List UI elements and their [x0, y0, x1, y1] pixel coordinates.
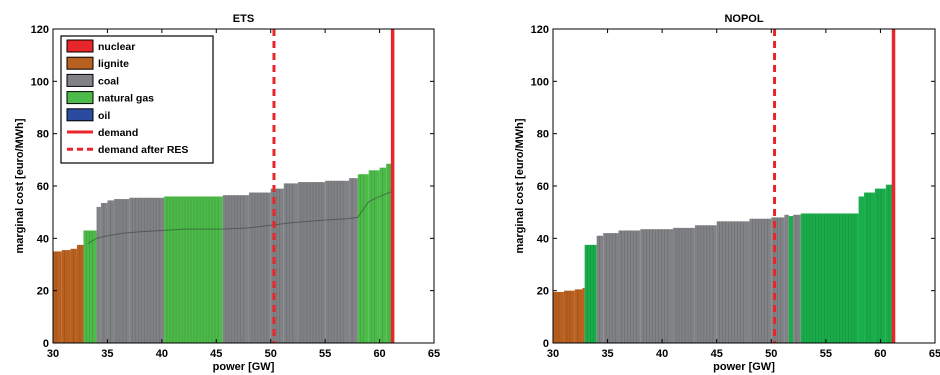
y-tick-label: 40 — [37, 233, 49, 245]
bar-natural-gas — [788, 216, 794, 343]
y-tick-label: 120 — [531, 24, 549, 36]
x-tick-label: 60 — [373, 348, 385, 360]
bar-natural-gas — [800, 213, 859, 343]
bar-lignite — [61, 250, 71, 343]
legend-label: demand — [98, 127, 138, 139]
legend: nuclear lignite coal natural gas oil demand de… — [60, 35, 214, 164]
bar-lignite — [53, 251, 62, 343]
bar-natural-gas — [379, 167, 387, 343]
x-tick-label: 40 — [656, 348, 668, 360]
bar-coal — [784, 214, 789, 343]
x-tick-label: 45 — [711, 348, 723, 360]
bar-coal — [129, 197, 165, 343]
chart-nopol: 30 35 40 45 50 55 60 65 0 20 40 60 80 100 120 NOPOL powe… — [514, 13, 940, 373]
legend-swatch-nuclear — [66, 39, 94, 53]
bar-coal — [222, 195, 249, 343]
x-tick-label: 65 — [428, 348, 440, 360]
bar-lignite — [582, 288, 585, 343]
legend-swatch-oil — [66, 108, 94, 122]
y-tick-label: 0 — [43, 338, 49, 350]
chart-ets: 30 35 40 45 50 55 60 65 0 20 40 60 80 100 120 ETS power … — [14, 13, 440, 373]
legend-label: coal — [98, 75, 119, 87]
chart-title: NOPOL — [724, 13, 763, 25]
bar-coal — [640, 229, 674, 343]
bar-lignite — [574, 289, 583, 343]
bar-lignite — [70, 248, 77, 343]
y-tick-label: 100 — [31, 76, 49, 88]
bar-natural-gas — [83, 230, 97, 343]
y-tick-label: 20 — [37, 286, 49, 298]
x-tick-label: 50 — [765, 348, 777, 360]
y-tick-label: 60 — [37, 181, 49, 193]
legend-label: demand after RES — [98, 144, 188, 156]
bar-lignite — [563, 290, 575, 343]
bar-coal — [673, 227, 695, 343]
legend-label: lignite — [98, 58, 129, 70]
bar-coal — [100, 203, 108, 343]
bar-coal — [113, 199, 130, 343]
y-tick-label: 40 — [537, 233, 549, 245]
y-tick-label: 60 — [537, 181, 549, 193]
x-tick-label: 55 — [319, 348, 331, 360]
bar-coal — [349, 178, 358, 343]
bar-coal — [596, 235, 604, 343]
y-axis-label: marginal cost [euro/MWh] — [514, 118, 526, 253]
bar-coal — [603, 233, 619, 343]
bar-natural-gas — [357, 174, 369, 343]
bar-lignite — [76, 244, 84, 343]
x-axis-label: power [GW] — [213, 361, 275, 373]
bar-natural-gas — [858, 196, 865, 343]
bar-natural-gas — [386, 163, 393, 343]
bar-natural-gas — [368, 170, 380, 343]
legend-label: natural gas — [98, 93, 154, 105]
y-axis-label: marginal cost [euro/MWh] — [14, 118, 26, 253]
x-tick-label: 60 — [874, 348, 886, 360]
x-tick-label: 35 — [601, 348, 613, 360]
x-tick-label: 50 — [265, 348, 277, 360]
bar-coal — [325, 180, 350, 343]
bar-coal — [297, 182, 326, 343]
x-axis-label: power [GW] — [713, 361, 775, 373]
bar-natural-gas — [164, 196, 223, 343]
bar-natural-gas — [874, 188, 886, 343]
x-tick-label: 40 — [156, 348, 168, 360]
legend-swatch-natural-gas — [66, 91, 94, 105]
bar-lignite — [553, 291, 564, 343]
legend-label: nuclear — [98, 41, 135, 53]
x-tick-label: 65 — [929, 348, 940, 360]
bar-coal — [283, 183, 298, 343]
bar-coal — [694, 225, 717, 343]
x-tick-label: 35 — [101, 348, 113, 360]
bar-natural-gas — [584, 244, 597, 343]
y-tick-label: 100 — [531, 76, 549, 88]
x-tick-label: 45 — [210, 348, 222, 360]
bar-coal — [107, 200, 114, 343]
legend-swatch-coal — [66, 73, 94, 87]
y-tick-label: 80 — [37, 129, 49, 141]
chart-title: ETS — [233, 13, 254, 25]
y-tick-label: 80 — [537, 129, 549, 141]
bar-natural-gas — [864, 192, 875, 343]
x-tick-label: 30 — [47, 348, 59, 360]
x-tick-label: 30 — [547, 348, 559, 360]
legend-swatch-lignite — [66, 56, 94, 70]
bar-coal — [248, 192, 271, 343]
x-tick-label: 55 — [820, 348, 832, 360]
bar-coal — [96, 206, 101, 343]
cost-line — [87, 190, 393, 244]
bar-natural-gas — [885, 184, 894, 343]
legend-label: oil — [98, 110, 110, 122]
y-tick-label: 120 — [31, 24, 49, 36]
bar-coal — [716, 221, 750, 343]
bar-coal — [618, 230, 641, 343]
bar-coal — [749, 218, 772, 343]
bar-coal — [793, 214, 801, 343]
y-tick-label: 0 — [543, 338, 549, 350]
y-tick-label: 20 — [537, 286, 549, 298]
